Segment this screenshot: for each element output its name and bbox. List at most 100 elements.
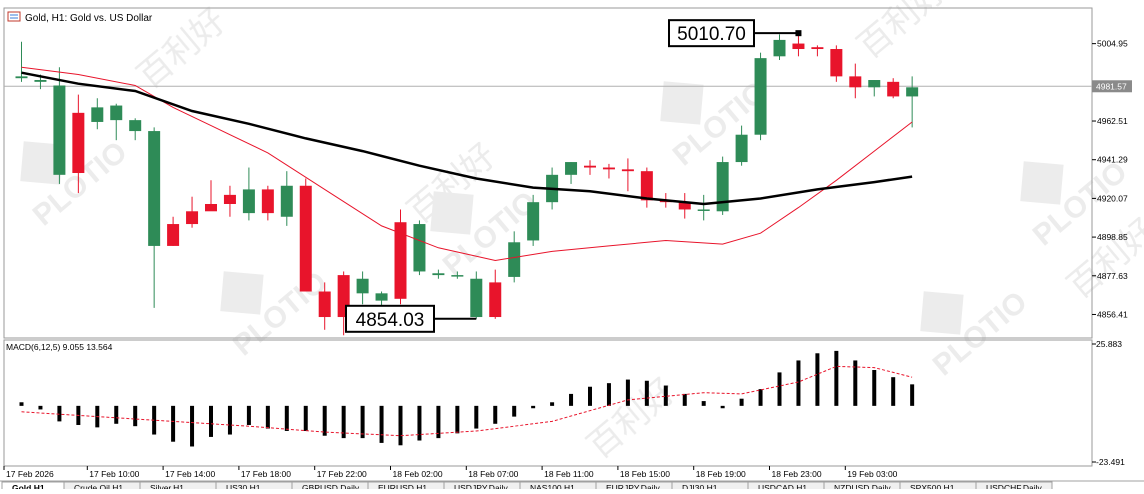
tab-7[interactable]: NAS100,H1: [519, 481, 597, 493]
tab-3[interactable]: US30,H1: [215, 481, 293, 493]
watermark-diamond: [20, 141, 64, 185]
candle-bear: [887, 78, 900, 99]
candle-body: [868, 80, 881, 88]
tab-label[interactable]: NAS100,H1: [530, 483, 575, 493]
candle-body: [508, 242, 521, 277]
macd-series: [19, 350, 915, 447]
candle-body: [110, 105, 123, 121]
tab-label[interactable]: USDCHF,Daily: [986, 483, 1042, 493]
macd-histogram-bar: [777, 372, 782, 406]
macd-histogram-bar: [284, 405, 289, 431]
macd-histogram-bar: [531, 405, 536, 409]
candle-body: [830, 49, 843, 77]
candle-bear: [167, 216, 180, 246]
tab-label[interactable]: Silver,H1: [150, 483, 184, 493]
candle-bull: [527, 194, 540, 246]
tab-label[interactable]: DJI30,H1: [682, 483, 718, 493]
tab-0[interactable]: Gold,H1: [1, 481, 65, 493]
time-label: 17 Feb 14:00: [165, 469, 215, 479]
price-label: 4941.29: [1097, 155, 1128, 165]
macd-histogram-bar: [758, 389, 763, 406]
macd-histogram-bar: [663, 385, 668, 406]
tab-label[interactable]: NZDUSD,Daily: [834, 483, 891, 493]
time-label: 19 Feb 03:00: [847, 469, 897, 479]
macd-histogram-bar: [720, 405, 725, 409]
tab-9[interactable]: DJI30,H1: [671, 481, 749, 493]
tab-1[interactable]: Crude Oil,H1: [63, 481, 141, 493]
current-price-label: 4981.57: [1096, 81, 1127, 91]
candle-body: [34, 80, 47, 82]
candle-bull: [129, 118, 142, 141]
candle-body: [640, 171, 653, 201]
candle-bull: [697, 194, 710, 221]
candle-body: [489, 282, 502, 318]
macd-histogram-bar: [341, 405, 346, 439]
candle-body: [849, 76, 862, 88]
candle-bull: [432, 269, 445, 279]
candle-bear: [186, 196, 199, 228]
macd-histogram-bar: [303, 405, 308, 431]
candle-bull: [110, 103, 123, 141]
candle-bull: [53, 67, 66, 184]
candle-body: [167, 224, 180, 246]
macd-histogram-bar: [455, 405, 460, 434]
time-label: 18 Feb 23:00: [772, 469, 822, 479]
tab-4[interactable]: GBPUSD,Daily: [291, 481, 369, 493]
time-label: 17 Feb 22:00: [317, 469, 367, 479]
tab-8[interactable]: EURJPY,Daily: [595, 481, 673, 493]
candle-body: [148, 131, 161, 246]
tab-label[interactable]: USDJPY,Daily: [454, 483, 508, 493]
candle-body: [432, 273, 445, 276]
tab-12[interactable]: SPX500,H1: [899, 481, 977, 493]
tab-label[interactable]: Crude Oil,H1: [74, 483, 123, 493]
watermark-diamond: [920, 291, 964, 335]
macd-histogram-bar: [739, 398, 744, 406]
tab-11[interactable]: NZDUSD,Daily: [823, 481, 901, 493]
tab-label[interactable]: Gold,H1: [12, 483, 45, 493]
candle-bull: [735, 125, 748, 166]
candle-body: [716, 162, 729, 212]
tab-10[interactable]: USDCAD,H1: [747, 481, 825, 493]
macd-histogram-bar: [38, 405, 43, 410]
low-annotation-label: 4854.03: [356, 310, 425, 331]
candle-bull: [148, 127, 161, 308]
candle-bear: [394, 209, 407, 305]
time-axis: 17 Feb 2026 17 Feb 10:00 17 Feb 14:00 17 Fe…: [3, 466, 898, 479]
watermark-diamond: [430, 191, 474, 235]
macd-histogram-bar: [57, 405, 62, 422]
candle-bear: [261, 185, 274, 221]
tab-6[interactable]: USDJPY,Daily: [443, 481, 521, 493]
macd-signal-line: [21, 365, 913, 437]
tab-5[interactable]: EURUSD,H1: [367, 481, 445, 493]
tab-label[interactable]: US30,H1: [226, 483, 261, 493]
candle-body: [602, 167, 615, 170]
tab-bar: Gold,H1 Crude Oil,H1 Silver,H1 US30,H1 GBPUS…: [1, 481, 1053, 493]
candle-body: [792, 43, 805, 50]
macd-histogram-bar: [588, 386, 592, 406]
macd-histogram-bar: [114, 405, 119, 424]
macd-histogram-bar: [360, 405, 365, 439]
tab-label[interactable]: GBPUSD,Daily: [302, 483, 360, 493]
candle-body: [565, 162, 578, 175]
tab-label[interactable]: SPX500,H1: [910, 483, 955, 493]
candle-bull: [470, 271, 483, 319]
macd-histogram-bar: [209, 405, 213, 437]
tab-2[interactable]: Silver,H1: [139, 481, 217, 493]
tab-label[interactable]: EURJPY,Daily: [606, 483, 660, 493]
macd-axis-bottom: -23.491: [1096, 457, 1125, 467]
candle-body: [375, 293, 388, 301]
candle-body: [470, 278, 483, 318]
current-price-box: [1092, 80, 1132, 93]
macd-histogram-bar: [246, 405, 251, 425]
macd-histogram-bar: [512, 405, 517, 417]
candle-bull: [906, 76, 919, 128]
tab-label[interactable]: EURUSD,H1: [378, 483, 427, 493]
candle-bear: [811, 45, 824, 57]
tab-13[interactable]: USDCHF,Daily: [975, 481, 1053, 493]
macd-histogram-bar: [701, 401, 706, 406]
macd-histogram-bar: [891, 377, 896, 406]
candle-body: [527, 202, 540, 241]
tab-label[interactable]: USDCAD,H1: [758, 483, 807, 493]
time-label: 18 Feb 15:00: [620, 469, 670, 479]
